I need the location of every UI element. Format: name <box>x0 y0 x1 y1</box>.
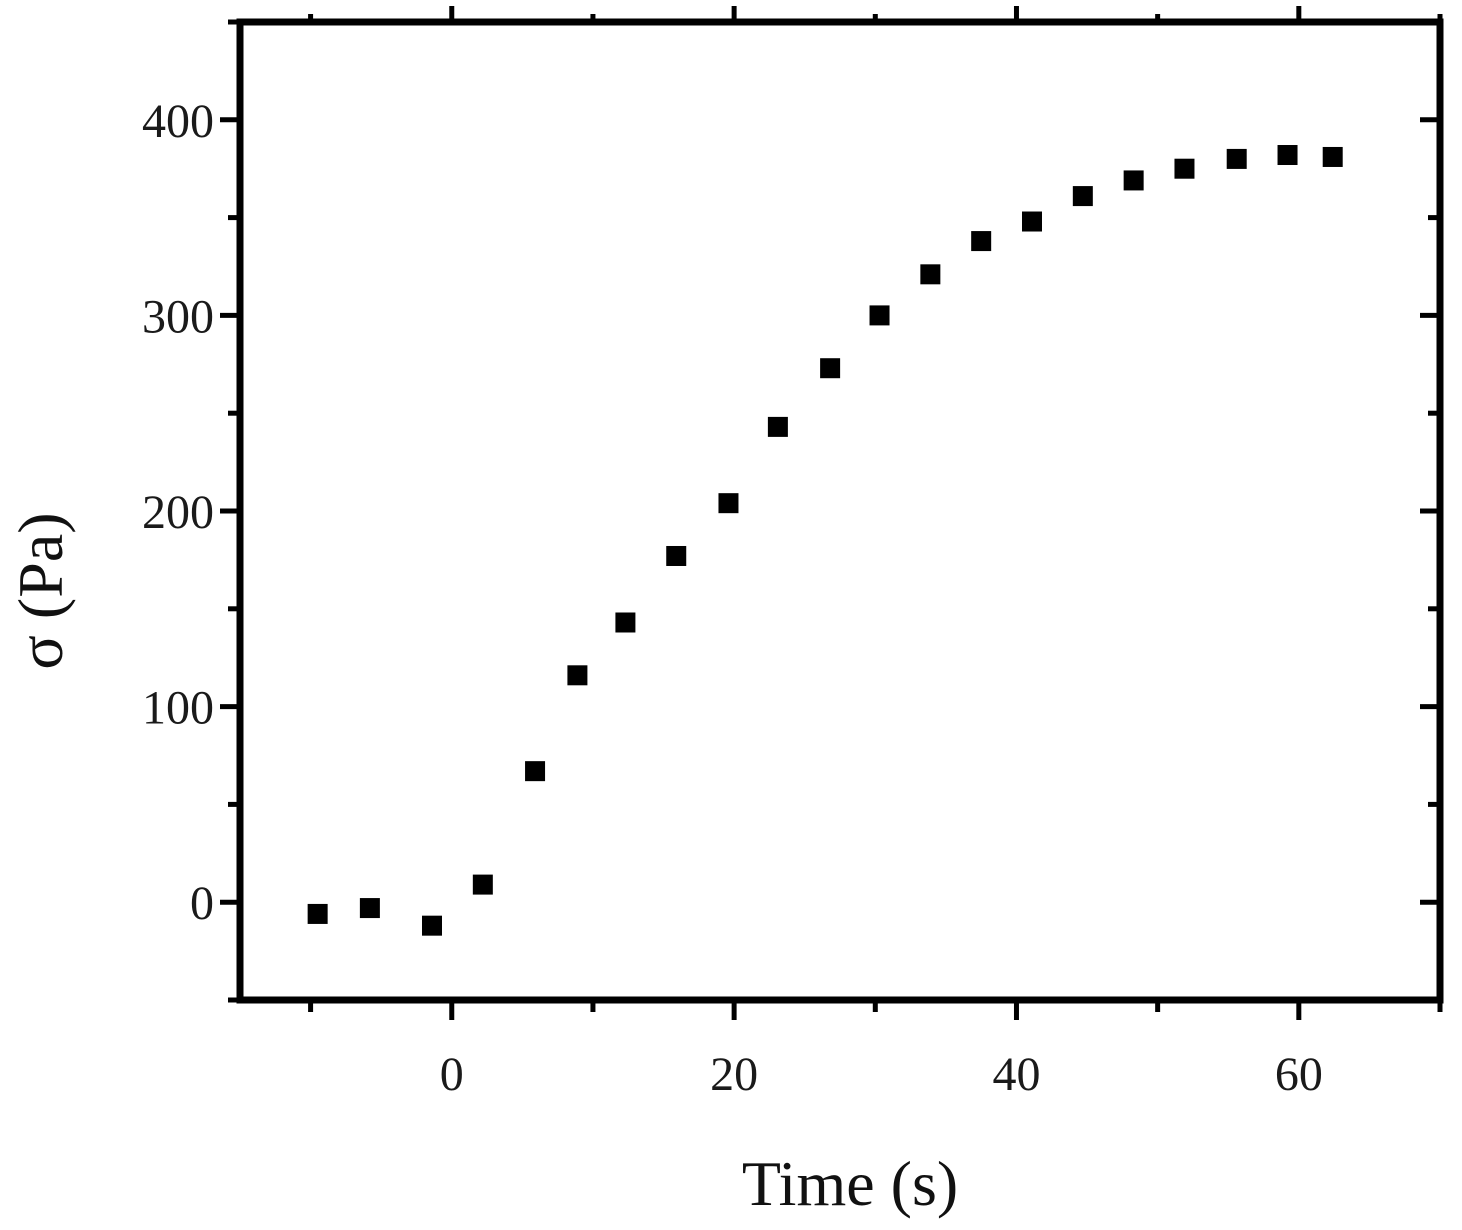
plot-frame <box>236 18 1444 1004</box>
data-point <box>767 416 788 437</box>
x-tick-label: 60 <box>1275 1048 1323 1101</box>
y-axis-title: σ (Pa) <box>5 512 76 669</box>
data-point <box>666 545 687 566</box>
data-point <box>718 493 739 514</box>
data-point <box>1022 211 1042 232</box>
x-tick-label: 40 <box>992 1048 1040 1101</box>
x-tick-label: 0 <box>440 1048 464 1101</box>
data-points <box>307 145 1343 936</box>
data-point <box>1226 148 1247 169</box>
data-point <box>1072 186 1093 207</box>
y-tick-label: 0 <box>190 877 214 930</box>
data-point <box>820 358 841 379</box>
y-tick-label: 100 <box>142 682 214 735</box>
data-point <box>1277 145 1298 166</box>
data-point <box>1174 158 1195 179</box>
axis-ticks <box>220 6 1443 1020</box>
data-point <box>567 665 588 686</box>
y-tick-label: 200 <box>142 486 214 539</box>
data-point <box>307 903 328 924</box>
data-point <box>422 915 442 936</box>
data-point <box>1123 170 1144 191</box>
data-point <box>472 874 493 895</box>
data-point <box>359 898 380 919</box>
x-axis-title: Time (s) <box>742 1148 958 1219</box>
data-point <box>971 231 992 252</box>
y-tick-label: 400 <box>142 95 214 148</box>
data-point <box>920 264 941 285</box>
data-point <box>869 305 890 326</box>
data-point <box>525 761 546 782</box>
tick-labels: 0 20 40 60 0 100 200 300 400 <box>142 95 1323 1101</box>
data-point <box>615 612 636 633</box>
data-point <box>1322 146 1343 167</box>
y-tick-label: 300 <box>142 290 214 343</box>
x-tick-label: 20 <box>710 1048 758 1101</box>
